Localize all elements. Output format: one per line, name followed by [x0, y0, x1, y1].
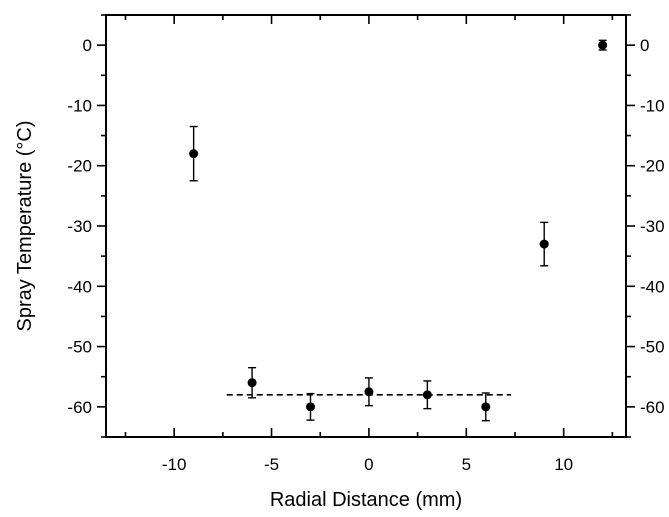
y-axis-title: Spray Temperature (°C)	[14, 120, 36, 331]
data-point	[422, 390, 432, 400]
y-tick-label-right: -30	[640, 217, 665, 236]
data-point	[305, 402, 315, 412]
y-tick-label-right: -20	[640, 157, 665, 176]
x-tick-label: 10	[554, 455, 573, 474]
plot-frame	[105, 14, 627, 438]
data-points	[189, 39, 608, 422]
y-tick-label: -10	[67, 96, 92, 115]
y-tick-label: -30	[67, 217, 92, 236]
y-tick-label-right: -10	[640, 96, 665, 115]
y-tick-labels-left: 0 -10 -20 -30 -40 -50 -60	[67, 36, 92, 417]
y-tick-label: -20	[67, 157, 92, 176]
y-tick-label-right: -40	[640, 277, 665, 296]
data-point	[189, 149, 199, 159]
y-tick-label: -50	[67, 338, 92, 357]
x-tick-label: 5	[462, 455, 471, 474]
data-point	[598, 40, 608, 50]
y-tick-label: -40	[67, 277, 92, 296]
data-point	[364, 387, 374, 397]
x-tick-labels: -10 -5 0 5 10	[162, 455, 573, 474]
y-tick-label-right: -50	[640, 338, 665, 357]
y-tick-label-right: 0	[640, 36, 649, 55]
x-tick-label: 0	[364, 455, 373, 474]
y-tick-label: -60	[67, 398, 92, 417]
data-point	[539, 239, 549, 249]
x-axis-title: Radial Distance (mm)	[270, 489, 462, 511]
y-tick-label-right: -60	[640, 398, 665, 417]
data-point	[247, 378, 257, 388]
axis-ticks	[97, 14, 635, 438]
y-tick-label: 0	[83, 36, 92, 55]
x-tick-label: -5	[264, 455, 279, 474]
data-point	[481, 402, 491, 412]
y-tick-labels-right: 0 -10 -20 -30 -40 -50 -60	[640, 36, 665, 417]
x-tick-label: -10	[162, 455, 187, 474]
